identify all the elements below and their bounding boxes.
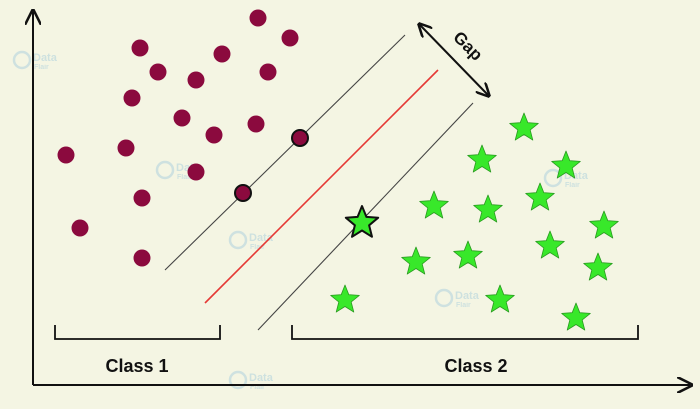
class1-point [187,71,205,89]
watermarks: DataFlairDataFlairDataFlairDataFlairData… [12,50,589,391]
class1-bracket [54,325,221,340]
class2-star [401,246,431,275]
gap-arrow [420,25,488,95]
class1-support-vector [291,129,309,147]
class2-bracket [291,325,639,340]
class1-point [247,115,265,133]
watermark-icon [434,288,454,308]
class1-label: Class 1 [105,356,168,376]
class2-star [419,190,449,219]
class1-point [281,29,299,47]
class1-point [213,45,231,63]
watermark-icon [543,168,563,188]
class1-point [57,146,75,164]
class2-star [525,182,555,211]
class2-star [583,252,613,281]
watermark-icon [155,160,175,180]
gap-label: Gap [449,28,486,65]
class1-point [71,219,89,237]
margin-line-class1 [164,34,406,271]
class2-star [453,240,483,269]
class2-star [330,284,360,313]
class1-point [149,63,167,81]
class1-support-vector [234,184,252,202]
class2-star [485,284,515,313]
watermark-subtext: Flair [177,174,192,181]
watermark-subtext: Flair [456,302,471,309]
class1-point [249,9,267,27]
class1-point [133,249,151,267]
class2-star [535,230,565,259]
class2-star [467,144,497,173]
class1-point [259,63,277,81]
watermark-icon [228,370,248,390]
class2-star [561,302,591,331]
class2-star [589,210,619,239]
watermark-subtext: Flair [34,64,49,71]
class1-point [133,189,151,207]
class2-support-vector [344,205,380,238]
watermark-text: Data [455,290,480,302]
class1-points [57,9,309,267]
class1-point [187,163,205,181]
class2-star [509,112,539,141]
watermark-subtext: Flair [250,244,265,251]
class1-point [117,139,135,157]
class1-point [123,89,141,107]
class2-star [473,194,503,223]
class2-points [330,112,619,331]
class2-star [551,150,581,179]
watermark-text: Data [33,52,58,64]
class2-label: Class 2 [444,356,507,376]
hyperplane-line [204,69,439,304]
class1-point [205,126,223,144]
watermark-icon [228,230,248,250]
class1-point [173,109,191,127]
watermark-subtext: Flair [250,384,265,391]
watermark-icon [12,50,32,70]
watermark-subtext: Flair [565,182,580,189]
watermark-text: Data [249,372,274,384]
class1-point [131,39,149,57]
